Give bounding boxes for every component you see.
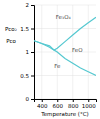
axis-line xyxy=(31,6,35,100)
tick-mark xyxy=(31,99,34,100)
grid-line xyxy=(34,52,96,53)
tick: 800 xyxy=(68,99,79,109)
tick-mark xyxy=(31,76,34,77)
y-axis-title: Pco xyxy=(6,38,16,44)
tick: 0 xyxy=(26,96,35,102)
grid-line xyxy=(34,28,96,29)
tick-label: 400 xyxy=(37,103,48,109)
tick-mark xyxy=(31,5,34,6)
y-axis-title: Pco₂ xyxy=(5,26,17,32)
tick-label: 1.5 xyxy=(20,26,29,32)
grid-line xyxy=(34,75,96,76)
tick: 1000 xyxy=(82,99,96,109)
tick-label: 1000 xyxy=(82,103,96,109)
chart: 400 600 8001000 0 0.5 1 1.5 2 Fe₃O₄ FeO Fe Temperat… xyxy=(0,0,100,119)
annotation: FeO xyxy=(72,47,83,53)
grid-line xyxy=(34,5,96,6)
tick-mark xyxy=(42,99,43,102)
annotation: Fe xyxy=(54,63,61,69)
tick: 2 xyxy=(26,2,35,8)
tick: 400 xyxy=(37,99,48,109)
line xyxy=(34,41,96,76)
tick: 0.5 xyxy=(20,73,34,79)
x-axis-title: Temperature (°C) xyxy=(40,111,88,118)
tick-mark xyxy=(57,99,58,102)
plot-area xyxy=(34,17,96,75)
tick-mark xyxy=(31,29,34,30)
line xyxy=(34,17,96,50)
y-axis: 0 0.5 1 1.5 2 xyxy=(20,2,34,102)
tick-label: 800 xyxy=(68,103,79,109)
tick-label: 600 xyxy=(53,103,64,109)
axis-line xyxy=(35,100,97,103)
tick-label: 0.5 xyxy=(20,73,29,79)
tick-label: 1 xyxy=(26,49,30,55)
tick: 600 xyxy=(53,99,64,109)
tick: 1 xyxy=(26,49,35,55)
tick-label: 0 xyxy=(26,96,30,102)
tick-mark xyxy=(73,99,74,102)
tick: 1.5 xyxy=(20,26,34,32)
tick-label: 2 xyxy=(26,2,30,8)
tick-mark xyxy=(88,99,89,102)
tick-mark xyxy=(31,52,34,53)
annotation: Fe₃O₄ xyxy=(56,14,72,20)
x-axis: 400 600 8001000 xyxy=(35,99,97,109)
grid xyxy=(34,5,96,99)
